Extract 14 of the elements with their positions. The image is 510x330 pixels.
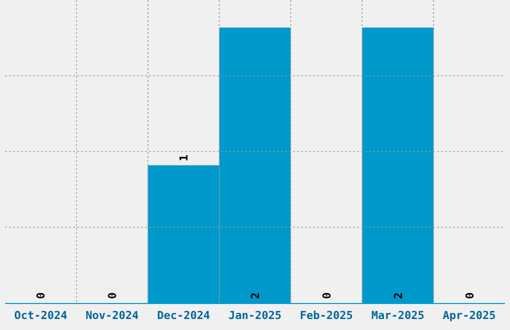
data-label: 0	[106, 292, 120, 299]
data-label: 2	[392, 292, 405, 299]
data-label: 0	[463, 292, 476, 299]
x-tick-label: Dec-2024	[157, 309, 210, 322]
data-label: 0	[320, 292, 334, 299]
data-label: 0	[34, 292, 48, 299]
data-label: 1	[178, 154, 191, 162]
x-tick-label: Mar-2025	[371, 309, 424, 322]
x-tick-label: Oct-2024	[14, 309, 68, 322]
data-label: 2	[249, 292, 262, 299]
x-tick-label: Apr-2025	[442, 309, 496, 322]
x-tick-label: Feb-2025	[300, 309, 353, 322]
x-tick-label: Nov-2024	[86, 309, 140, 322]
x-tick-label: Jan-2025	[228, 309, 282, 322]
